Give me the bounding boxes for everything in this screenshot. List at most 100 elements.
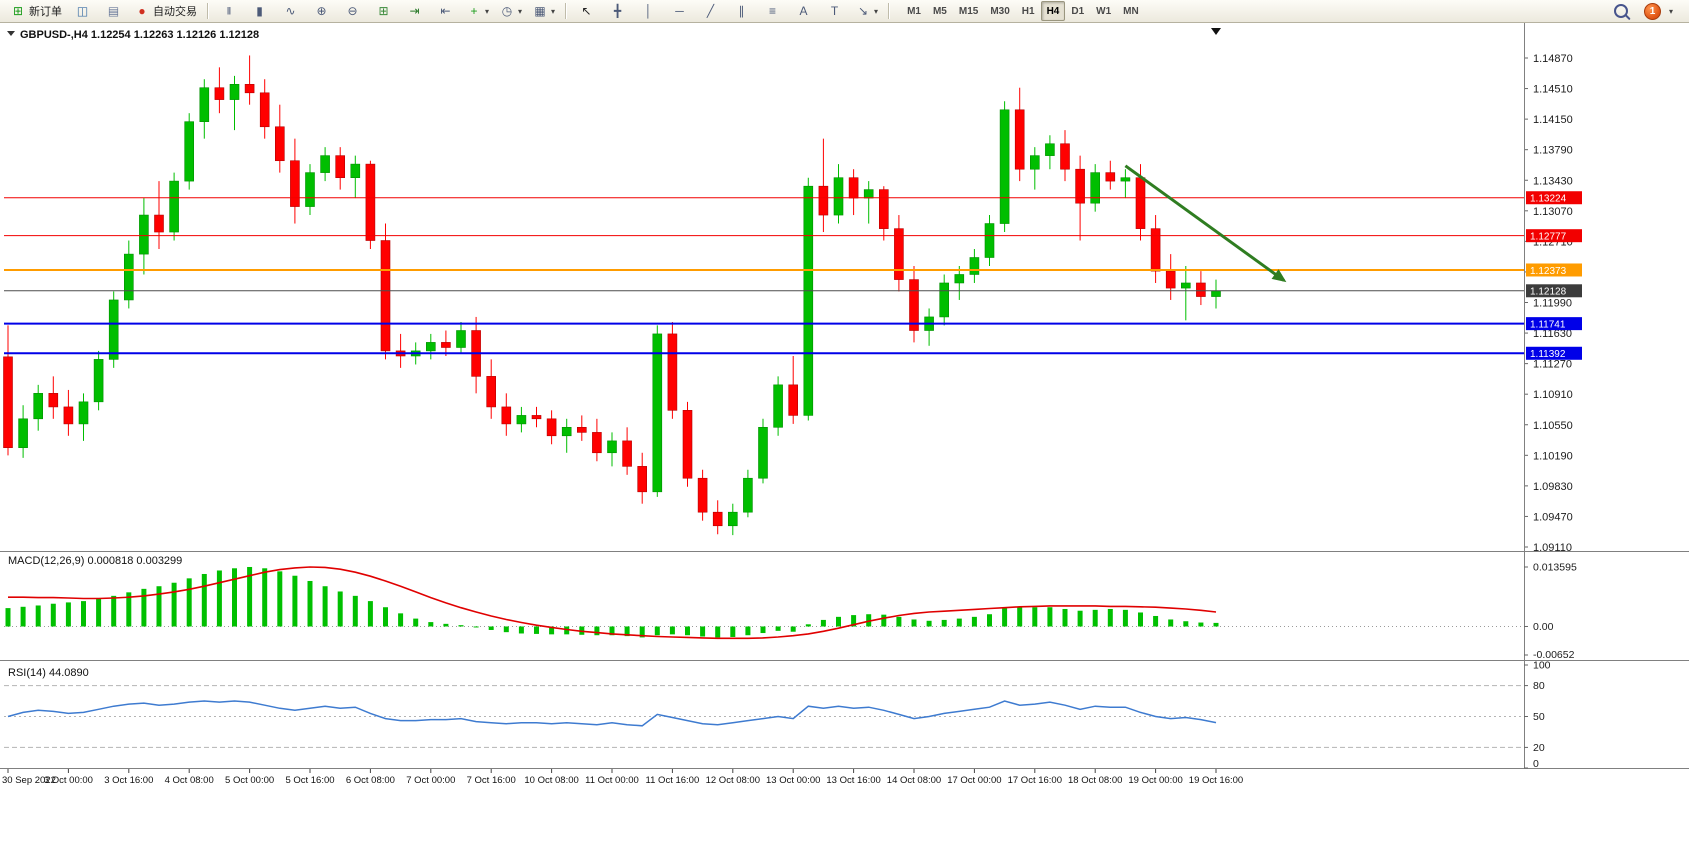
arrows-button[interactable]: ↘ ▾ xyxy=(851,1,882,22)
search-button[interactable] xyxy=(1607,1,1636,22)
cursor-button[interactable]: ↖ xyxy=(572,1,601,22)
timeframe-w1-button[interactable]: W1 xyxy=(1096,5,1112,17)
timeframe-d1-button[interactable]: D1 xyxy=(1071,5,1085,17)
caret-down-icon: ▾ xyxy=(485,6,490,16)
svg-text:17 Oct 16:00: 17 Oct 16:00 xyxy=(1008,775,1062,786)
candle xyxy=(637,452,648,504)
candle xyxy=(1105,160,1116,190)
candle xyxy=(18,405,28,458)
candle xyxy=(833,164,844,224)
candle xyxy=(259,79,270,139)
macd-histogram xyxy=(5,566,1219,638)
crosshair-button[interactable]: ╋ xyxy=(603,1,632,22)
periods-button[interactable]: ◷ ▾ xyxy=(495,1,526,22)
candle xyxy=(501,393,512,436)
svg-text:1.11392: 1.11392 xyxy=(1530,349,1566,360)
candle xyxy=(758,418,768,484)
svg-text:1.10190: 1.10190 xyxy=(1533,450,1573,462)
candle xyxy=(1014,87,1025,182)
timeframe-m1-button[interactable]: M1 xyxy=(907,5,921,17)
indicators-button[interactable]: + ▾ xyxy=(462,1,493,22)
label-button[interactable]: T xyxy=(820,1,849,22)
trendline-icon: ╱ xyxy=(706,4,715,18)
candlestick-button[interactable]: ▮ xyxy=(245,1,274,22)
data-window-icon: ▤ xyxy=(107,4,120,18)
candle xyxy=(622,427,632,475)
horizontal-line-button[interactable]: ─ xyxy=(665,1,694,22)
caret-down-icon: ▾ xyxy=(551,6,556,16)
auto-trading-button[interactable]: ● 自动交易 xyxy=(130,1,201,22)
chart-canvas[interactable]: 1.14870 1.14510 1.14150 1.13790 1.13430 1.130… xyxy=(0,23,1689,861)
timeframe-m15-button[interactable]: M15 xyxy=(958,5,979,17)
candle xyxy=(1181,265,1191,321)
label-icon: T xyxy=(830,4,839,18)
zoom-out-button[interactable]: ⊖ xyxy=(338,1,367,22)
candle xyxy=(954,265,965,300)
svg-text:1.09470: 1.09470 xyxy=(1533,511,1573,523)
candle xyxy=(1150,215,1161,283)
candle xyxy=(365,160,376,250)
svg-text:1.12373: 1.12373 xyxy=(1530,266,1567,277)
candle xyxy=(78,393,89,441)
candle xyxy=(878,186,889,241)
line-chart-button[interactable]: ∿ xyxy=(276,1,305,22)
symbol-dropdown-icon[interactable] xyxy=(7,31,15,36)
channel-button[interactable]: ∥ xyxy=(727,1,756,22)
zoom-in-button[interactable]: ⊕ xyxy=(307,1,336,22)
candle xyxy=(1165,254,1176,300)
candle xyxy=(335,147,346,190)
trend-arrow[interactable] xyxy=(1124,164,1287,283)
candle xyxy=(139,198,149,275)
rsi-label: RSI(14) 44.0890 xyxy=(8,667,89,679)
text-icon: A xyxy=(799,4,808,18)
timeframe-h4-button[interactable]: H4 xyxy=(1040,1,1066,21)
svg-text:17 Oct 00:00: 17 Oct 00:00 xyxy=(947,775,1001,786)
notification-badge[interactable]: 1 xyxy=(1643,2,1661,20)
crosshair-icon: ╋ xyxy=(613,4,622,18)
bar-chart-button[interactable]: ||| xyxy=(214,1,243,22)
rsi-axis[interactable]: 100 80 50 20 0 xyxy=(1524,660,1551,771)
candle xyxy=(743,469,753,518)
template-icon: ▦ xyxy=(534,4,546,18)
vertical-line-button[interactable]: │ xyxy=(634,1,663,22)
new-order-button-label: 新订单 xyxy=(29,6,62,18)
candle xyxy=(1196,271,1206,306)
svg-text:1.11741: 1.11741 xyxy=(1530,319,1566,330)
candle xyxy=(184,113,194,190)
timeframe-m30-button[interactable]: M30 xyxy=(990,5,1010,17)
chart-shift-button[interactable]: ⇤ xyxy=(431,1,460,22)
candle xyxy=(984,215,995,266)
tile-windows-button[interactable]: ⊞ xyxy=(369,1,398,22)
candle xyxy=(697,469,708,521)
svg-text:20: 20 xyxy=(1533,742,1545,754)
auto-trading-icon: ● xyxy=(138,4,146,18)
macd-axis[interactable]: 0.013595 0.00 -0.00652 xyxy=(1524,562,1577,662)
svg-text:0.013595: 0.013595 xyxy=(1533,562,1577,574)
timeframe-m5-button[interactable]: M5 xyxy=(932,5,947,17)
add-indicator-icon: + xyxy=(470,4,478,18)
profiles-button[interactable]: ◫ xyxy=(68,1,97,22)
svg-text:10 Oct 08:00: 10 Oct 08:00 xyxy=(524,775,578,786)
fibonacci-button[interactable]: ≡ xyxy=(758,1,787,22)
candle xyxy=(274,104,285,173)
timeframe-h1-button[interactable]: H1 xyxy=(1021,5,1035,17)
text-button[interactable]: A xyxy=(789,1,818,22)
svg-text:1.13790: 1.13790 xyxy=(1533,145,1573,157)
candle xyxy=(818,138,829,233)
new-order-button[interactable]: ⊞ 新订单 xyxy=(6,1,66,22)
templates-button[interactable]: ▦ ▾ xyxy=(528,1,559,22)
price-tag: 1.12777 xyxy=(1526,229,1582,242)
candle xyxy=(788,355,799,424)
svg-text:5 Oct 16:00: 5 Oct 16:00 xyxy=(285,775,334,786)
timeframe-mn-button[interactable]: MN xyxy=(1123,5,1139,17)
svg-text:1.10550: 1.10550 xyxy=(1533,420,1573,432)
caret-down-icon[interactable]: ▾ xyxy=(1668,6,1673,16)
svg-text:13 Oct 00:00: 13 Oct 00:00 xyxy=(766,775,820,786)
vline-icon: │ xyxy=(644,4,653,18)
auto-scroll-button[interactable]: ⇥ xyxy=(400,1,429,22)
svg-text:30 Sep 2022: 30 Sep 2022 xyxy=(2,775,56,786)
trendline-button[interactable]: ╱ xyxy=(696,1,725,22)
candle xyxy=(169,172,179,241)
data-window-button[interactable]: ▤ xyxy=(99,1,128,22)
